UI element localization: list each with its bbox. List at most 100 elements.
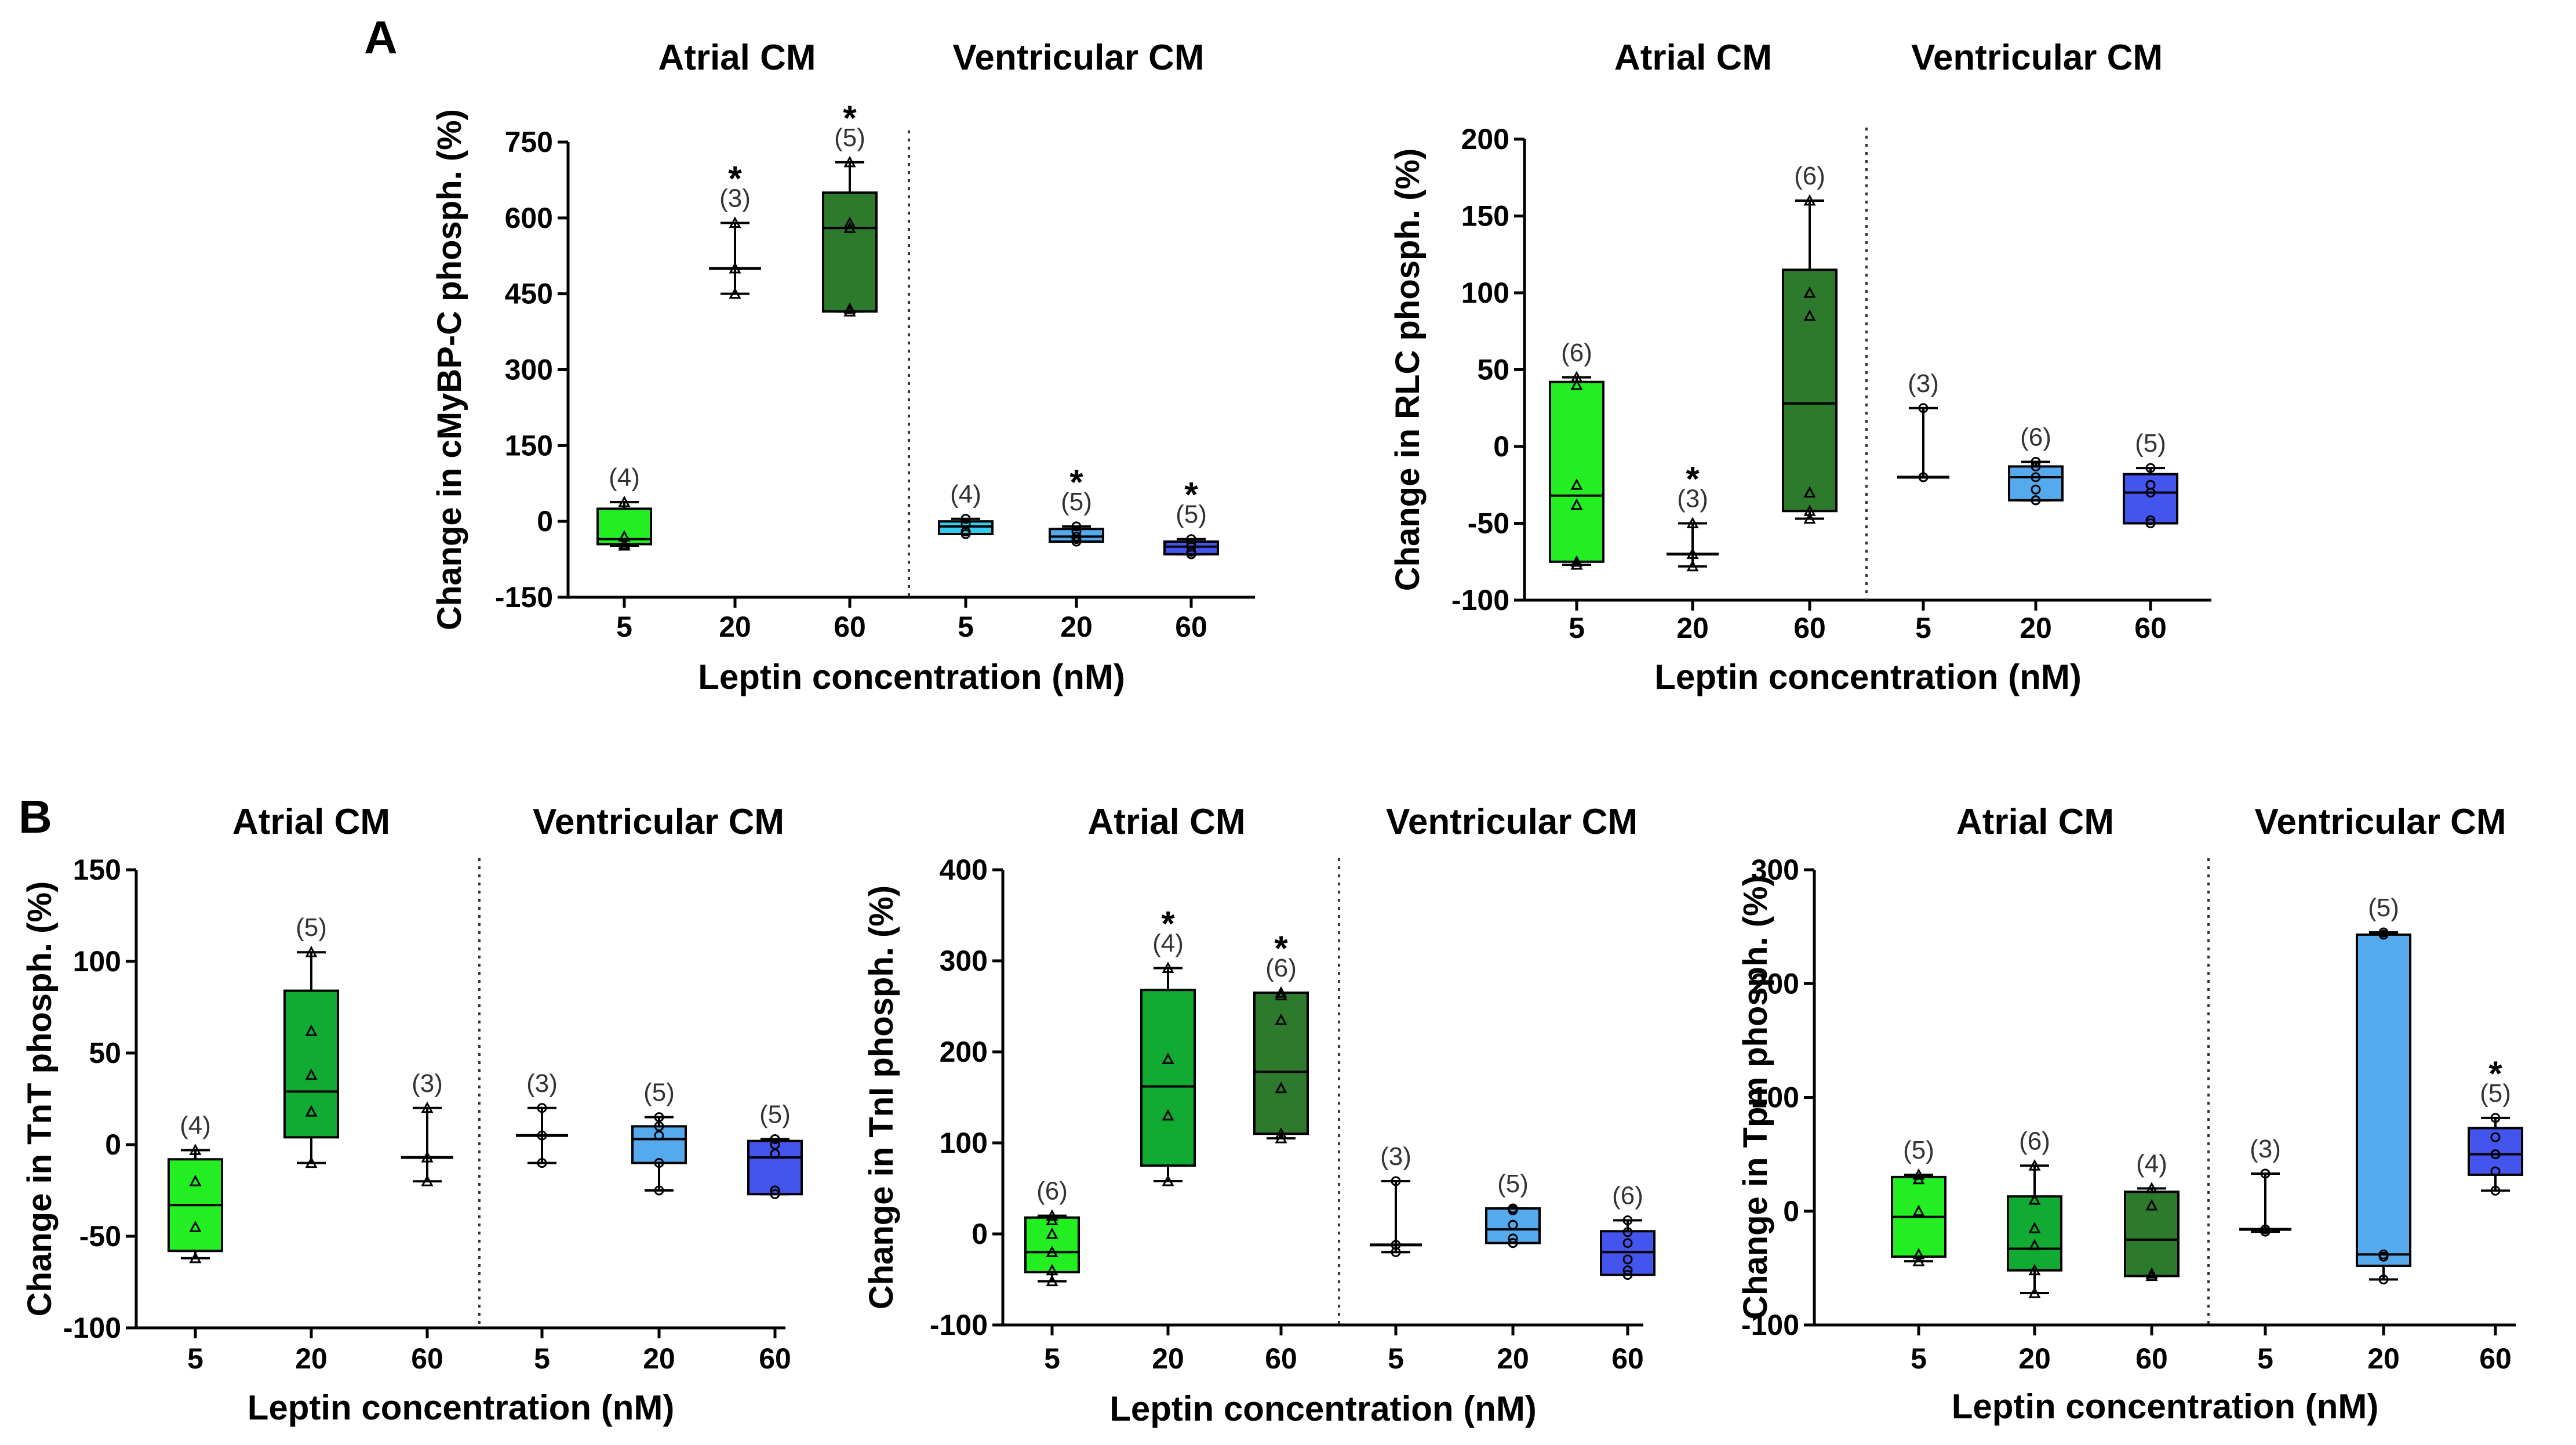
data-point (2028, 1286, 2041, 1298)
data-point (1046, 1209, 1058, 1221)
data-point (421, 1101, 434, 1113)
y-tick-label: 300 (505, 354, 553, 386)
box-atrial-5nm: (5) (1891, 1136, 1946, 1266)
y-tick-label: 150 (73, 854, 121, 886)
n-label: (4) (180, 1111, 211, 1139)
n-label: (5) (1176, 500, 1207, 529)
y-tick-label: 100 (1461, 277, 1509, 309)
x-tick-label: 5 (1044, 1342, 1060, 1375)
data-point (2378, 1251, 2389, 1262)
data-point (1570, 478, 1583, 490)
y-axis-label: Change in cMyBP-C phosph. (%) (431, 109, 468, 630)
data-point (1803, 309, 1816, 321)
n-label: (5) (296, 913, 327, 942)
data-point (729, 262, 741, 274)
box-atrial-5nm: (4) (596, 463, 652, 551)
group-title: Atrial CM (1087, 802, 1245, 842)
data-point (770, 1149, 780, 1159)
y-tick-label: 50 (1477, 354, 1509, 386)
data-point (2031, 472, 2041, 482)
iqr-box (1024, 1216, 1080, 1273)
box-atrial-20nm: (5) (283, 913, 339, 1168)
n-label: (5) (834, 124, 865, 152)
data-point (843, 305, 856, 317)
data-point (2028, 1159, 2041, 1171)
significance-star: * (1686, 460, 1700, 499)
group-title: Atrial CM (658, 38, 816, 78)
data-point (654, 1130, 664, 1141)
data-point (189, 1143, 202, 1155)
data-point (1391, 1247, 1401, 1257)
y-tick-label: 100 (73, 945, 121, 978)
x-tick-label: 5 (1915, 612, 1931, 644)
x-axis-label: Leptin concentration (nM) (1654, 658, 2082, 696)
data-point (2028, 1264, 2041, 1276)
x-tick-label: 5 (187, 1342, 203, 1375)
chart-2: 200 150 100 50 0 -50 -100 Change in RLC phosph.… (1389, 38, 2211, 696)
significance-star: * (843, 99, 857, 137)
data-point (1622, 1270, 1633, 1280)
box-atrial-60nm: (3) (401, 1069, 453, 1186)
data-point (2028, 1239, 2041, 1251)
significance-star: * (728, 159, 742, 198)
data-point (770, 1134, 780, 1145)
data-point (729, 216, 741, 228)
n-label: (3) (526, 1069, 558, 1098)
n-label: (3) (1908, 369, 1939, 398)
x-axis-label: Leptin concentration (nM) (698, 658, 1125, 696)
data-point (305, 946, 318, 957)
y-tick-label: 200 (1751, 967, 1799, 1000)
significance-star: * (2488, 1054, 2502, 1093)
data-point (1275, 989, 1287, 1001)
box-ventricular-20nm: (5) (2356, 894, 2411, 1284)
x-tick-label: 60 (1265, 1342, 1297, 1375)
n-label: (5) (759, 1101, 791, 1129)
data-point (843, 216, 856, 228)
iqr-box (2008, 465, 2064, 502)
iqr-box (283, 989, 339, 1139)
n-label: (4) (2136, 1150, 2167, 1178)
iqr-box (631, 1125, 687, 1164)
data-point (421, 1150, 434, 1163)
data-point (305, 1105, 318, 1117)
data-point (1918, 472, 1929, 482)
data-point (2490, 1166, 2501, 1177)
box-atrial-60nm: (6)* (1253, 929, 1309, 1143)
y-tick-label: -100 (1451, 584, 1509, 616)
data-point (1275, 986, 1287, 998)
data-point (843, 222, 856, 233)
y-tick-label: 0 (972, 1218, 988, 1250)
box-ventricular-60nm: (5) (2123, 429, 2178, 528)
x-axis-label: Leptin concentration (nM) (248, 1388, 675, 1427)
box-ventricular-5nm: (3) (1897, 369, 1949, 482)
iqr-box (2124, 1190, 2180, 1277)
data-point (1275, 1131, 1287, 1143)
box-atrial-20nm: (3)* (1667, 460, 1719, 572)
data-point (770, 1185, 780, 1196)
y-tick-label: 200 (1461, 123, 1509, 155)
data-point (189, 1175, 202, 1186)
box-atrial-20nm: (3)* (709, 159, 761, 299)
n-label: (5) (1061, 488, 1092, 516)
x-tick-label: 20 (1152, 1342, 1184, 1375)
x-tick-label: 20 (1676, 612, 1709, 644)
x-axis-label: Leptin concentration (nM) (1952, 1387, 2379, 1426)
y-tick-label: 0 (1493, 430, 1509, 463)
y-tick-label: 150 (1461, 200, 1509, 233)
x-tick-label: 5 (958, 611, 974, 643)
data-point (2031, 484, 2041, 495)
y-axis-label: Change in RLC phosph. (%) (1389, 148, 1427, 591)
chart-4: 400 300 200 100 0 -100 Change in TnI phosph. (… (863, 802, 1656, 1428)
box-ventricular-5nm: (3) (2239, 1135, 2291, 1237)
panel-letter-b: B (19, 791, 52, 843)
y-tick-label: 100 (1751, 1081, 1799, 1114)
box-ventricular-60nm: (5)* (2468, 1054, 2523, 1196)
n-label: (3) (412, 1069, 443, 1098)
y-tick-label: -150 (495, 581, 553, 613)
data-point (2028, 1222, 2041, 1233)
data-point (305, 1156, 318, 1168)
data-point (537, 1103, 547, 1113)
x-tick-label: 20 (1497, 1342, 1529, 1375)
data-point (1046, 1275, 1058, 1287)
y-tick-label: 300 (1751, 854, 1799, 886)
